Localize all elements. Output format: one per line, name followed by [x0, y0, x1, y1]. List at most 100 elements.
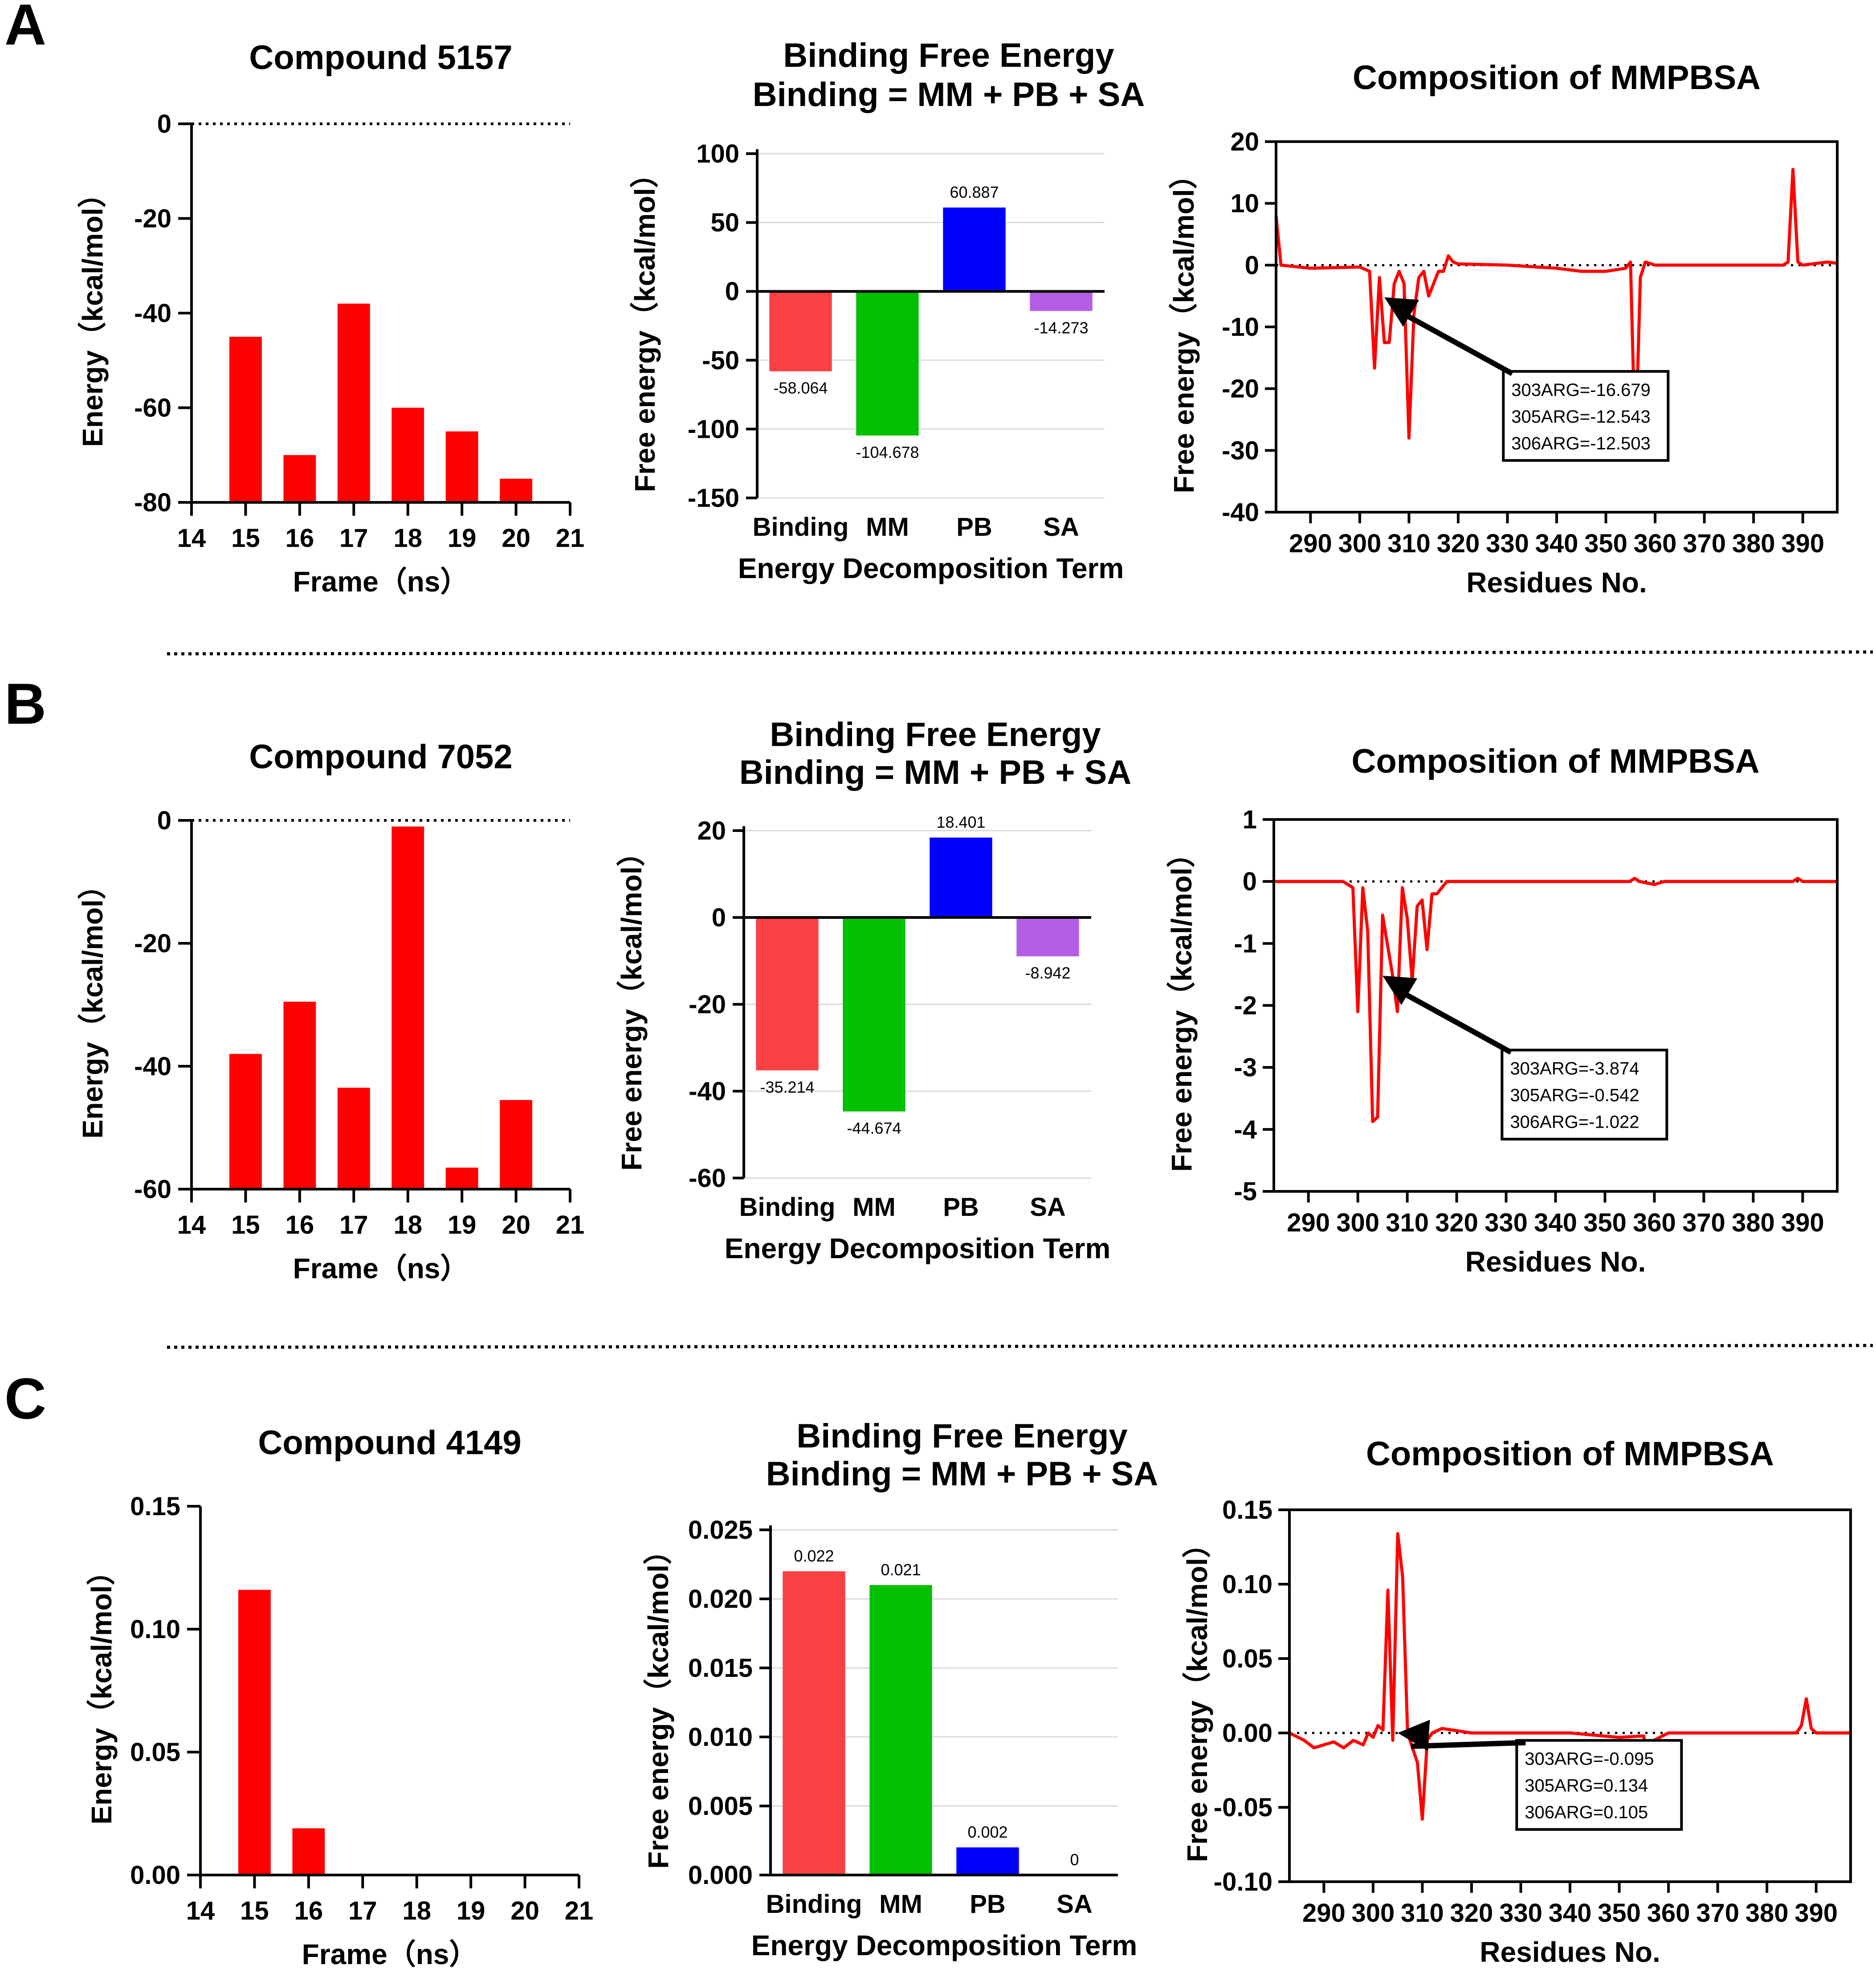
bar: [445, 431, 478, 502]
y-tick-label: -30: [1222, 436, 1259, 465]
x-tick-label: 14: [177, 524, 206, 553]
annotation-line: 305ARG=-0.542: [1510, 1086, 1639, 1105]
bar: [229, 337, 262, 502]
y-tick-label: 0.00: [130, 1861, 180, 1890]
data-label: 0.021: [881, 1561, 921, 1579]
y-axis-label: Energy（kcal/mol）: [77, 179, 109, 447]
y-axis-label: Free energy（kcal/mol）: [1166, 839, 1198, 1172]
energy-series-line: [1274, 167, 1838, 455]
bar-mm: [856, 291, 919, 436]
x-tick-label: 14: [186, 1896, 215, 1925]
y-tick-label: -80: [134, 488, 171, 517]
bar: [337, 303, 370, 502]
y-tick-label: -40: [134, 299, 171, 328]
y-tick-label: 0: [157, 806, 171, 835]
y-tick-label: 0.025: [688, 1516, 753, 1545]
data-label: -104.678: [856, 443, 919, 461]
residue-composition-chart: Composition of MMPBSA 0.15 0.10 0.05 0.00 -0.…: [1181, 1435, 1852, 1968]
x-tick-label: 290: [1287, 1208, 1330, 1237]
annotation-arrowhead: [1383, 975, 1418, 1005]
y-tick-label: -20: [689, 990, 726, 1019]
chart-title: Compound 5157: [249, 39, 512, 77]
annotation-line: 306ARG=-1.022: [1510, 1113, 1639, 1132]
y-tick-label: 0: [1245, 251, 1259, 280]
x-tick-label: 360: [1647, 1899, 1690, 1928]
y-axis-label: Free energy（kcal/mol）: [1168, 161, 1200, 493]
y-tick-label: 0: [157, 110, 171, 139]
data-label: -35.214: [760, 1078, 814, 1096]
bar: [500, 1100, 532, 1189]
x-tick-label: 370: [1682, 1208, 1725, 1237]
y-tick-label: -60: [134, 394, 171, 423]
y-tick-label: -20: [134, 929, 171, 958]
y-tick-label: -20: [134, 204, 171, 233]
section-divider: [167, 650, 1873, 656]
x-axis-label: Residues No.: [1480, 1936, 1660, 1968]
x-tick-label: 380: [1732, 529, 1775, 558]
x-tick-label: 350: [1583, 1208, 1627, 1237]
x-tick-label: 320: [1437, 529, 1480, 558]
y-tick-label: 0.010: [688, 1723, 753, 1752]
bar: [292, 1828, 325, 1875]
bar-binding: [769, 291, 832, 371]
x-tick-label: 310: [1401, 1899, 1444, 1928]
annotation-line: 303ARG=-0.095: [1525, 1749, 1654, 1769]
y-tick-label: 0.05: [130, 1738, 180, 1767]
y-tick-label: 20: [697, 816, 726, 845]
annotation-line: 305ARG=-12.543: [1511, 407, 1650, 427]
data-label: -8.942: [1025, 964, 1070, 982]
y-tick-label: 100: [696, 139, 739, 168]
x-tick-label: 330: [1486, 529, 1529, 558]
x-tick-label: 17: [339, 1211, 368, 1239]
y-tick-label: 20: [1230, 127, 1259, 156]
data-label: 0.022: [794, 1547, 834, 1565]
x-tick-label: 340: [1534, 1208, 1577, 1237]
bar: [392, 826, 424, 1189]
x-axis-label: Frame（ns）: [293, 1252, 469, 1284]
y-axis-label: Free energy（kcal/mol）: [1181, 1529, 1213, 1862]
data-label: -58.064: [773, 379, 828, 397]
x-axis-label: Energy Decomposition Term: [725, 1232, 1111, 1264]
annotation-arrow: [1395, 986, 1513, 1055]
data-label: 0: [1070, 1851, 1079, 1869]
x-tick-label: 290: [1302, 1899, 1346, 1928]
annotation-arrowhead: [1398, 1720, 1430, 1751]
x-tick-label: MM: [866, 513, 909, 542]
x-tick-label: SA: [1043, 513, 1079, 542]
y-tick-label: -50: [702, 346, 739, 375]
x-tick-label: 320: [1450, 1899, 1493, 1928]
x-tick-label: 390: [1781, 529, 1824, 558]
x-tick-label: 330: [1484, 1208, 1528, 1237]
section-divider: [167, 1344, 1873, 1349]
annotation-line: 303ARG=-16.679: [1511, 380, 1650, 400]
y-tick-label: 0: [712, 903, 726, 932]
x-tick-label: 16: [285, 524, 314, 553]
x-axis-label: Frame（ns）: [293, 566, 469, 598]
bar: [500, 478, 532, 502]
x-tick-label: 19: [457, 1896, 485, 1925]
chart-title: Composition of MMPBSA: [1366, 1435, 1774, 1473]
y-axis-label: Free energy（kcal/mol）: [642, 1536, 674, 1869]
x-tick-label: 370: [1696, 1899, 1739, 1928]
bar-pb: [956, 1847, 1019, 1875]
chart-subtitle: Binding = MM + PB + SA: [753, 76, 1145, 114]
annotation-line: 306ARG=-12.503: [1511, 434, 1650, 453]
x-tick-label: 14: [177, 1211, 206, 1239]
x-tick-label: 20: [502, 524, 530, 553]
y-tick-label: 0.000: [688, 1861, 753, 1890]
data-label: 0.002: [967, 1823, 1007, 1841]
x-tick-label: SA: [1030, 1193, 1066, 1222]
y-tick-label: -10: [1222, 313, 1259, 342]
x-tick-label: 310: [1386, 1208, 1429, 1237]
x-tick-label: 340: [1549, 1899, 1592, 1928]
x-tick-label: 15: [231, 1211, 260, 1239]
data-label: 60.887: [950, 183, 999, 201]
y-tick-label: 0.005: [688, 1792, 753, 1821]
x-tick-label: 18: [393, 524, 422, 553]
chart-title: Compound 4149: [258, 1424, 521, 1462]
x-tick-label: 20: [510, 1896, 539, 1925]
bar-mm: [843, 917, 905, 1112]
